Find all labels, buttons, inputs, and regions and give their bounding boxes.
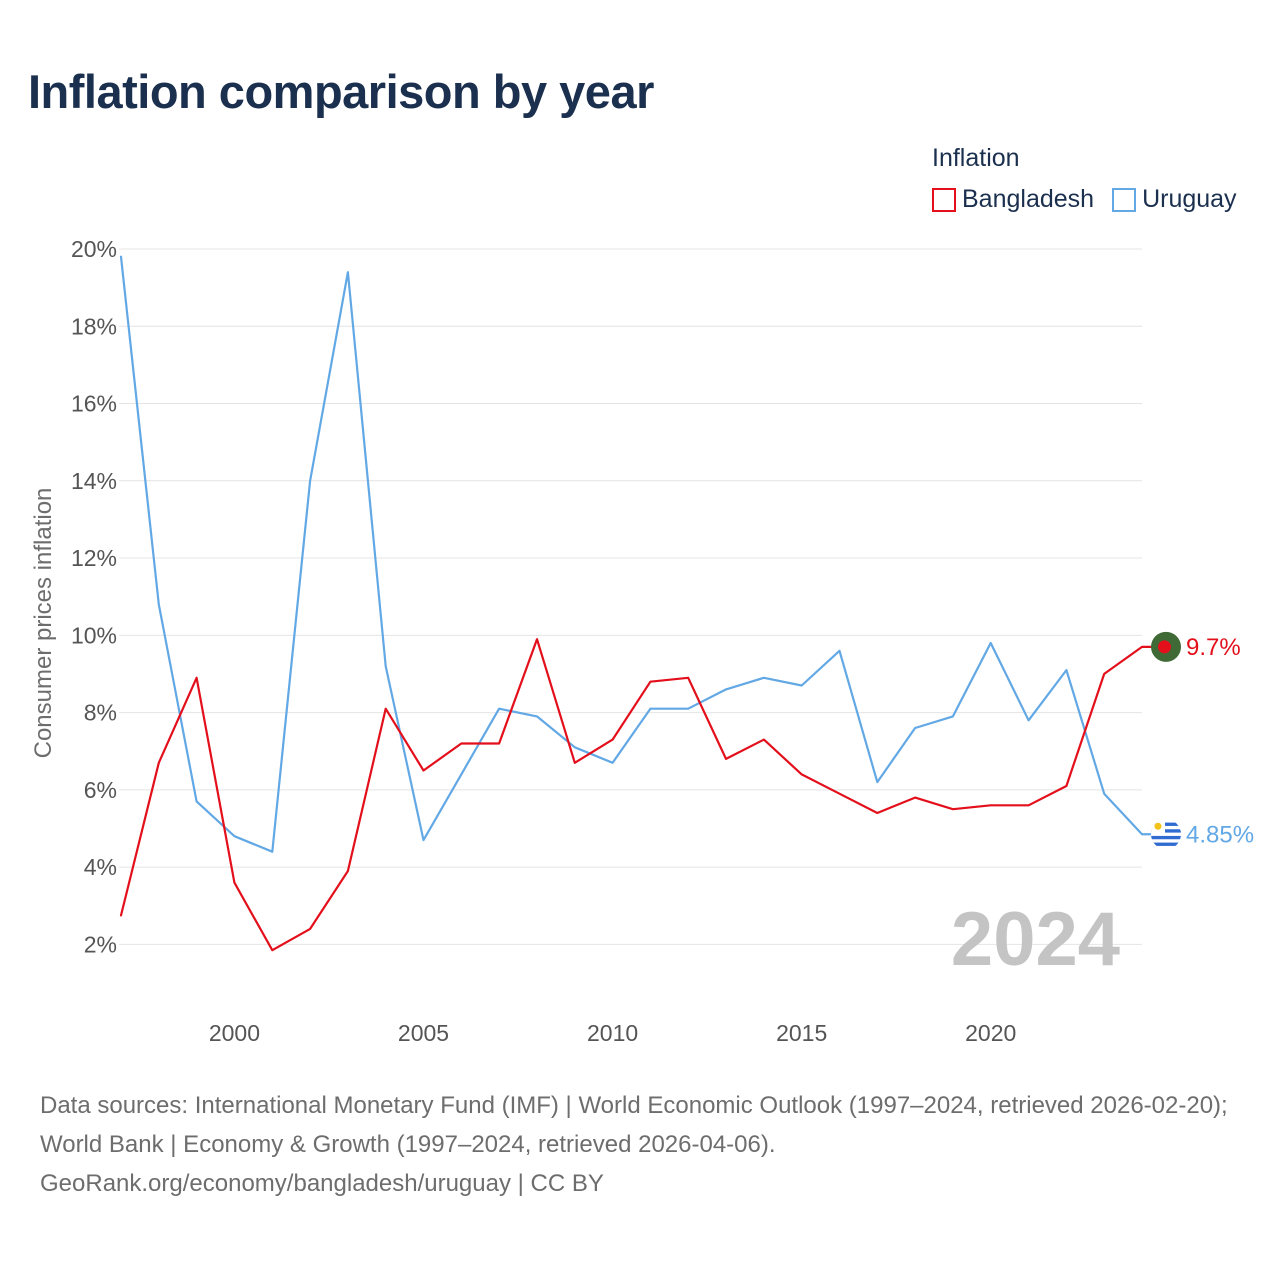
year-watermark: 2024 bbox=[951, 897, 1120, 982]
x-tick-label: 2015 bbox=[776, 1020, 827, 1046]
legend: Inflation Bangladesh Uruguay bbox=[932, 144, 1255, 214]
data-sources: Data sources: International Monetary Fun… bbox=[40, 1092, 1228, 1158]
x-tick-label: 2005 bbox=[398, 1020, 449, 1046]
legend-label-uruguay: Uruguay bbox=[1142, 185, 1237, 213]
y-tick-label: 4% bbox=[84, 854, 117, 880]
end-value-label-uruguay: 4.85% bbox=[1186, 821, 1254, 848]
credit[interactable]: GeoRank.org/economy/bangladesh/uruguay |… bbox=[40, 1170, 604, 1197]
legend-swatch-bangladesh bbox=[932, 187, 956, 212]
series-line-uruguay[interactable] bbox=[119, 255, 1144, 853]
y-tick-label: 14% bbox=[71, 468, 117, 494]
y-tick-label: 10% bbox=[71, 622, 117, 648]
series-line-bangladesh[interactable] bbox=[119, 638, 1144, 952]
footer: Data sources: International Monetary Fun… bbox=[40, 1086, 1250, 1203]
x-tick-label: 2010 bbox=[587, 1020, 638, 1046]
y-tick-label: 12% bbox=[71, 545, 117, 571]
x-tick-label: 2000 bbox=[209, 1020, 260, 1046]
legend-label-bangladesh: Bangladesh bbox=[962, 185, 1095, 213]
y-tick-label: 20% bbox=[71, 236, 117, 262]
chart-title: Inflation comparison by year bbox=[28, 65, 654, 118]
y-axis-label: Consumer prices inflation bbox=[30, 488, 57, 759]
y-tick-label: 18% bbox=[71, 313, 117, 339]
y-tick-label: 16% bbox=[71, 391, 117, 417]
end-value-label-bangladesh: 9.7% bbox=[1186, 634, 1241, 661]
bangladesh-flag-icon bbox=[1151, 631, 1181, 662]
legend-title: Inflation bbox=[932, 144, 1020, 172]
y-tick-label: 2% bbox=[84, 931, 117, 957]
line-chart: 2% 4% 6% 8% 10% 12% 14% 16% 18% 20% 2000 2005 2010 20… bbox=[30, 236, 1254, 1046]
uruguay-flag-icon bbox=[1151, 819, 1181, 850]
y-tick-label: 8% bbox=[84, 700, 117, 726]
x-tick-label: 2020 bbox=[965, 1020, 1016, 1046]
legend-swatch-uruguay bbox=[1112, 187, 1137, 212]
legend-item-bangladesh[interactable]: Bangladesh bbox=[932, 185, 1094, 214]
legend-item-uruguay[interactable]: Uruguay bbox=[1112, 185, 1237, 214]
y-tick-label: 6% bbox=[84, 777, 117, 803]
